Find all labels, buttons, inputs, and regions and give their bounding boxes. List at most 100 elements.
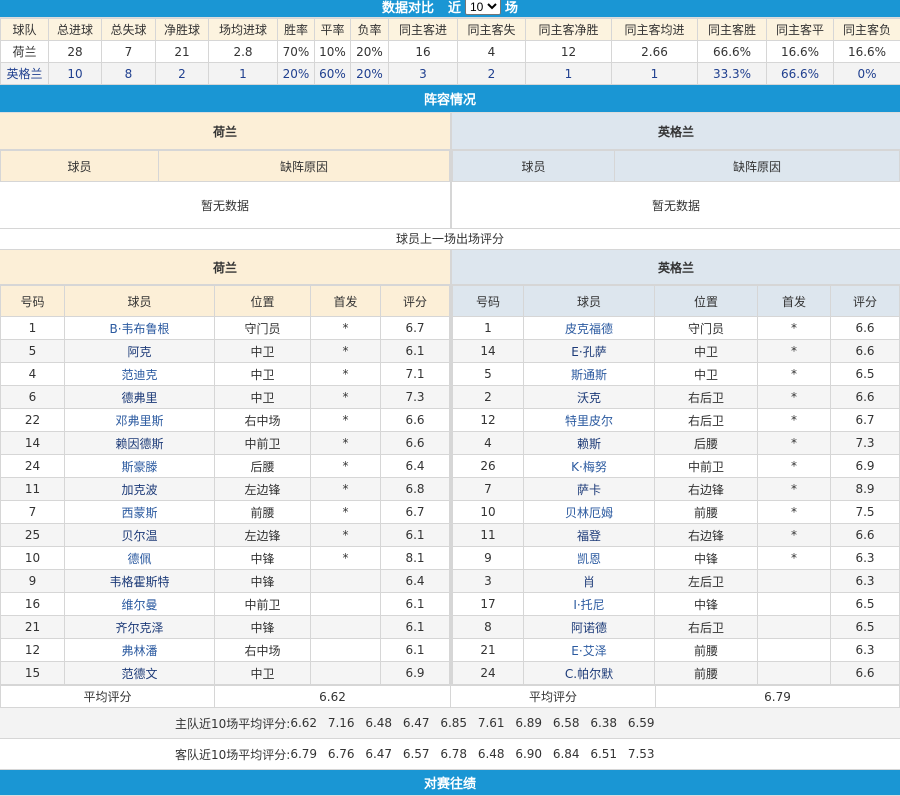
player-position: 左边锋: [215, 478, 311, 501]
player-name[interactable]: 萨卡: [524, 478, 655, 501]
player-starter: *: [758, 340, 831, 363]
player-rating: 6.1: [381, 639, 450, 662]
stats-col-header: 同主客负: [834, 19, 900, 41]
h2h-bar: 对赛往绩: [0, 770, 900, 796]
player-starter: *: [758, 317, 831, 340]
player-position: 中锋: [655, 593, 758, 616]
match-count-select[interactable]: 10: [465, 0, 501, 15]
player-name[interactable]: I·托尼: [524, 593, 655, 616]
player-name[interactable]: 加克波: [65, 478, 215, 501]
player-position: 中锋: [215, 616, 311, 639]
player-starter: *: [758, 455, 831, 478]
player-number: 14: [1, 432, 65, 455]
player-name[interactable]: 赖因德斯: [65, 432, 215, 455]
player-name[interactable]: 沃克: [524, 386, 655, 409]
player-name[interactable]: 赖斯: [524, 432, 655, 455]
home-trend-value: 6.48: [365, 716, 403, 730]
player-name[interactable]: 阿克: [65, 340, 215, 363]
player-name[interactable]: 特里皮尔: [524, 409, 655, 432]
player-rating: 6.6: [831, 524, 900, 547]
player-name[interactable]: B·韦布鲁根: [65, 317, 215, 340]
player-name[interactable]: 福登: [524, 524, 655, 547]
player-name[interactable]: 凯恩: [524, 547, 655, 570]
stats-cell: 20%: [351, 63, 389, 85]
player-rating: 7.5: [831, 501, 900, 524]
player-name[interactable]: 肖: [524, 570, 655, 593]
player-rating: 6.6: [831, 662, 900, 685]
player-name[interactable]: 齐尔克泽: [65, 616, 215, 639]
player-rating: 6.1: [381, 524, 450, 547]
lineup-bar: 阵容情况: [0, 85, 900, 113]
player-rating: 6.9: [831, 455, 900, 478]
player-name[interactable]: 德弗里: [65, 386, 215, 409]
player-number: 1: [1, 317, 65, 340]
player-position: 右边锋: [655, 524, 758, 547]
player-name[interactable]: 范迪克: [65, 363, 215, 386]
player-rating: 6.9: [381, 662, 450, 685]
player-name[interactable]: 斯豪滕: [65, 455, 215, 478]
player-number: 3: [453, 570, 524, 593]
stats-cell: 2: [156, 63, 209, 85]
player-name[interactable]: 皮克福德: [524, 317, 655, 340]
player-rating: 8.9: [831, 478, 900, 501]
stats-cell: 28: [49, 41, 102, 63]
home-trend-value: 6.47: [403, 716, 441, 730]
player-name[interactable]: E·艾泽: [524, 639, 655, 662]
home-trend-value: 6.85: [440, 716, 478, 730]
stats-cell: 3: [389, 63, 458, 85]
player-name[interactable]: 西蒙斯: [65, 501, 215, 524]
stats-table: 球队总进球总失球净胜球场均进球胜率平率负率同主客进同主客失同主客净胜同主客均进同…: [0, 18, 900, 85]
player-rating: 6.5: [831, 616, 900, 639]
player-number: 17: [453, 593, 524, 616]
stats-cell: 英格兰: [1, 63, 49, 85]
player-name[interactable]: 贝尔温: [65, 524, 215, 547]
player-name[interactable]: 范德文: [65, 662, 215, 685]
home-avg-value: 6.62: [215, 686, 451, 708]
player-name[interactable]: 维尔曼: [65, 593, 215, 616]
stats-cell: 16.6%: [767, 41, 834, 63]
player-name[interactable]: 弗林潘: [65, 639, 215, 662]
player-rating: 6.3: [831, 547, 900, 570]
player-rating: 6.4: [381, 455, 450, 478]
stats-col-header: 球队: [1, 19, 49, 41]
player-position: 后腰: [655, 432, 758, 455]
player-name[interactable]: 邓弗里斯: [65, 409, 215, 432]
player-name[interactable]: K·梅努: [524, 455, 655, 478]
player-name[interactable]: 阿诺德: [524, 616, 655, 639]
player-number: 7: [453, 478, 524, 501]
player-number: 2: [453, 386, 524, 409]
player-name[interactable]: C.帕尔默: [524, 662, 655, 685]
player-position: 右后卫: [655, 386, 758, 409]
player-position: 中锋: [215, 570, 311, 593]
player-starter: *: [311, 409, 381, 432]
stats-cell: 1: [612, 63, 698, 85]
player-number: 11: [453, 524, 524, 547]
player-position: 前腰: [655, 639, 758, 662]
player-starter: *: [311, 340, 381, 363]
player-name[interactable]: E·孔萨: [524, 340, 655, 363]
player-rating: 6.6: [831, 340, 900, 363]
player-starter: *: [311, 455, 381, 478]
player-starter: *: [758, 501, 831, 524]
player-name[interactable]: 斯通斯: [524, 363, 655, 386]
player-starter: [758, 570, 831, 593]
player-name[interactable]: 德佩: [65, 547, 215, 570]
player-name[interactable]: 贝林厄姆: [524, 501, 655, 524]
player-starter: [758, 593, 831, 616]
player-starter: *: [758, 432, 831, 455]
player-position: 中卫: [655, 340, 758, 363]
player-number: 16: [1, 593, 65, 616]
away-trend-value: 6.78: [440, 747, 478, 761]
player-starter: *: [758, 409, 831, 432]
player-number: 4: [1, 363, 65, 386]
player-name[interactable]: 韦格霍斯特: [65, 570, 215, 593]
